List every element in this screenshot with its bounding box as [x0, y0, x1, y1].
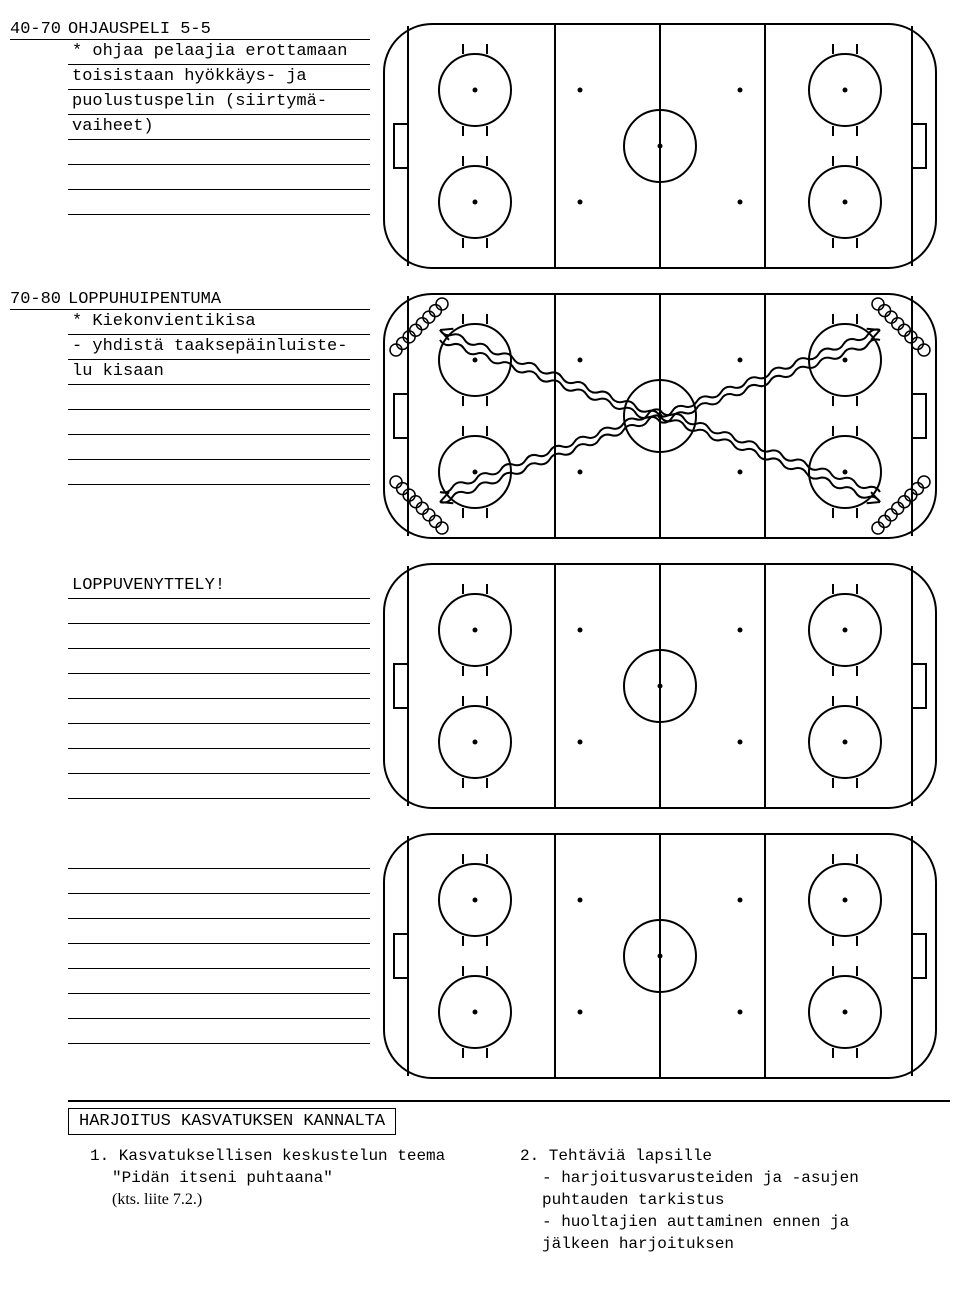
drill-line	[68, 140, 370, 165]
rink-diagram-2	[380, 290, 950, 542]
drill-title: OHJAUSPELI 5-5	[68, 20, 370, 39]
drill-line: * ohjaa pelaajia erottamaan	[68, 40, 370, 65]
drill-line	[68, 674, 370, 699]
drill-text-4	[10, 830, 380, 1044]
drill-title-row-1: 40-70 OHJAUSPELI 5-5	[10, 20, 370, 40]
footer-box-title: HARJOITUS KASVATUKSEN KANNALTA	[68, 1108, 396, 1135]
drill-text-2: 70-80 LOPPUHUIPENTUMA * Kiekonvientikisa…	[10, 290, 380, 485]
rink-diagram-4	[380, 830, 950, 1082]
drill-line	[68, 435, 370, 460]
drill-section-3: LOPPUVENYTTELY!	[10, 560, 950, 812]
footer-col-2: 2. Tehtäviä lapsille - harjoitusvarustei…	[520, 1145, 950, 1255]
drill-section-2: 70-80 LOPPUHUIPENTUMA * Kiekonvientikisa…	[10, 290, 950, 542]
footer-bullet: - harjoitusvarusteiden ja -asujen	[520, 1167, 950, 1189]
drill-line: toisistaan hyökkäys- ja	[68, 65, 370, 90]
drill-line: puolustuspelin (siirtymä-	[68, 90, 370, 115]
drill-line	[68, 1019, 370, 1044]
footer-bullet: puhtauden tarkistus	[520, 1189, 950, 1211]
rink-diagram-1	[380, 20, 950, 272]
drill-line: - yhdistä taaksepäinluiste-	[68, 335, 370, 360]
drill-line: lu kisaan	[68, 360, 370, 385]
footer-bullet: jälkeen harjoituksen	[520, 1233, 950, 1255]
footer-separator	[68, 1100, 950, 1102]
footer-columns: 1. Kasvatuksellisen keskustelun teema "P…	[90, 1145, 950, 1255]
rink-svg	[380, 290, 940, 542]
time-range: 40-70	[10, 20, 68, 39]
drill-title: LOPPUHUIPENTUMA	[68, 290, 370, 309]
drill-line	[68, 869, 370, 894]
footer-heading-2: 2. Tehtäviä lapsille	[520, 1145, 950, 1167]
drill-line	[68, 624, 370, 649]
footer-bullet: - huoltajien auttaminen ennen ja	[520, 1211, 950, 1233]
drill-line	[68, 460, 370, 485]
drill-line	[68, 994, 370, 1019]
drill-line	[68, 894, 370, 919]
rink-svg	[380, 560, 940, 812]
drill-line	[68, 944, 370, 969]
footer-handnote: (kts. liite 7.2.)	[90, 1189, 520, 1211]
footer-col-1: 1. Kasvatuksellisen keskustelun teema "P…	[90, 1145, 520, 1255]
drill-line	[68, 410, 370, 435]
rink-diagram-3	[380, 560, 950, 812]
drill-section-1: 40-70 OHJAUSPELI 5-5 * ohjaa pelaajia er…	[10, 20, 950, 272]
drill-line	[68, 844, 370, 869]
drill-line	[68, 385, 370, 410]
drill-title: LOPPUVENYTTELY!	[68, 574, 370, 599]
drill-line	[68, 919, 370, 944]
drill-line	[68, 969, 370, 994]
drill-title-row-2: 70-80 LOPPUHUIPENTUMA	[10, 290, 370, 310]
drill-line	[68, 724, 370, 749]
drill-line	[68, 190, 370, 215]
footer-quote: "Pidän itseni puhtaana"	[90, 1167, 520, 1189]
drill-line	[68, 165, 370, 190]
drill-line: * Kiekonvientikisa	[68, 310, 370, 335]
rink-svg	[380, 830, 940, 1082]
drill-line	[68, 649, 370, 674]
rink-svg	[380, 20, 940, 272]
drill-line: vaiheet)	[68, 115, 370, 140]
drill-section-4	[10, 830, 950, 1082]
drill-line	[68, 774, 370, 799]
drill-text-3: LOPPUVENYTTELY!	[10, 560, 380, 799]
drill-line	[68, 749, 370, 774]
drill-line	[68, 699, 370, 724]
drill-text-1: 40-70 OHJAUSPELI 5-5 * ohjaa pelaajia er…	[10, 20, 380, 215]
footer-heading-1: 1. Kasvatuksellisen keskustelun teema	[90, 1145, 520, 1167]
time-range: 70-80	[10, 290, 68, 309]
drill-line	[68, 599, 370, 624]
